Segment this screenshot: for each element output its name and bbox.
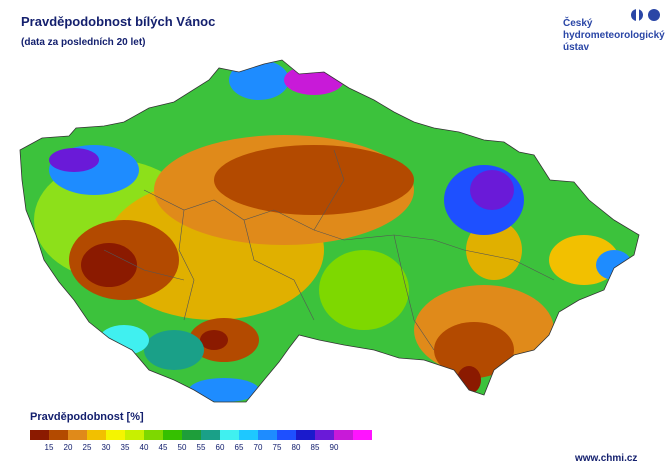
brand-line-2: hydrometeorologický xyxy=(563,30,665,41)
legend-swatch xyxy=(277,430,296,440)
legend-swatch xyxy=(296,430,315,440)
legend-swatch xyxy=(49,430,68,440)
legend-swatch xyxy=(258,430,277,440)
website-url: www.chmi.cz xyxy=(575,453,638,464)
legend-swatch xyxy=(144,430,163,440)
snow-probability-map xyxy=(19,59,640,403)
legend-tick-label: 60 xyxy=(215,443,225,452)
legend-swatch xyxy=(163,430,182,440)
chmi-logo-icon xyxy=(631,9,660,21)
legend-tick-label: 80 xyxy=(291,443,301,452)
legend-swatch xyxy=(68,430,87,440)
legend-swatch xyxy=(201,430,220,440)
brand-name: Český hydrometeorologický ústav xyxy=(563,18,665,54)
legend-swatch xyxy=(87,430,106,440)
legend-tick-label: 40 xyxy=(139,443,149,452)
legend-swatch xyxy=(239,430,258,440)
legend-swatch xyxy=(334,430,353,440)
legend-tick-label: 65 xyxy=(234,443,244,452)
legend-tick-label: 45 xyxy=(158,443,168,452)
legend-swatch xyxy=(220,430,239,440)
map-subtitle: (data za posledních 20 let) xyxy=(21,37,146,48)
legend-tick-label: 35 xyxy=(120,443,130,452)
legend-swatch xyxy=(353,430,372,440)
legend-swatch xyxy=(30,430,49,440)
legend-tick-label: 50 xyxy=(177,443,187,452)
map-title: Pravděpodobnost bílých Vánoc xyxy=(21,14,216,29)
legend-tick-label: 75 xyxy=(272,443,282,452)
legend-tick-label: 85 xyxy=(310,443,320,452)
legend-tick-label: 55 xyxy=(196,443,206,452)
legend-tick-label: 20 xyxy=(63,443,73,452)
legend-tick-label: 90 xyxy=(329,443,339,452)
legend-swatch xyxy=(106,430,125,440)
legend-swatch xyxy=(125,430,144,440)
legend-tick-label: 30 xyxy=(101,443,111,452)
legend-tick-label: 25 xyxy=(82,443,92,452)
legend-swatch xyxy=(182,430,201,440)
legend-tick-label: 15 xyxy=(44,443,54,452)
legend-swatch xyxy=(315,430,334,440)
legend-tick-label: 70 xyxy=(253,443,263,452)
legend-title: Pravděpodobnost [%] xyxy=(30,411,144,423)
brand-line-1: Český xyxy=(563,18,593,29)
brand-line-3: ústav xyxy=(563,42,590,53)
